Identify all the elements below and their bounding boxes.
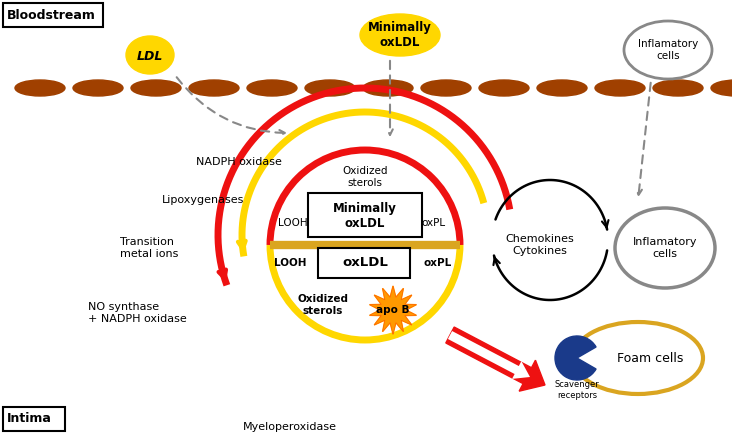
Ellipse shape bbox=[624, 21, 712, 79]
Text: Minimally
oxLDL: Minimally oxLDL bbox=[368, 21, 432, 49]
Text: Myeloperoxidase: Myeloperoxidase bbox=[243, 422, 337, 432]
FancyBboxPatch shape bbox=[318, 248, 410, 278]
FancyArrow shape bbox=[446, 327, 545, 391]
Text: Inflamatory
cells: Inflamatory cells bbox=[638, 39, 698, 61]
Text: NADPH oxidase: NADPH oxidase bbox=[196, 157, 282, 167]
Text: Foam cells: Foam cells bbox=[617, 352, 683, 364]
Text: Intima: Intima bbox=[7, 412, 52, 425]
FancyArrow shape bbox=[448, 331, 530, 379]
Ellipse shape bbox=[653, 80, 703, 96]
Ellipse shape bbox=[537, 80, 587, 96]
Ellipse shape bbox=[126, 36, 174, 74]
Text: oxPL: oxPL bbox=[424, 258, 452, 268]
Text: oxPL: oxPL bbox=[421, 218, 445, 228]
Ellipse shape bbox=[247, 80, 297, 96]
FancyBboxPatch shape bbox=[308, 193, 422, 237]
Text: oxLDL: oxLDL bbox=[342, 257, 388, 269]
Ellipse shape bbox=[189, 80, 239, 96]
Ellipse shape bbox=[131, 80, 181, 96]
Ellipse shape bbox=[573, 322, 703, 394]
Text: Inflamatory
cells: Inflamatory cells bbox=[632, 237, 698, 259]
Ellipse shape bbox=[479, 80, 529, 96]
Ellipse shape bbox=[595, 80, 645, 96]
Text: LOOH: LOOH bbox=[278, 218, 308, 228]
Text: LOOH: LOOH bbox=[274, 258, 306, 268]
Text: apo B: apo B bbox=[376, 305, 410, 315]
Text: Bloodstream: Bloodstream bbox=[7, 8, 96, 22]
Text: LDL: LDL bbox=[137, 50, 163, 62]
Polygon shape bbox=[370, 286, 417, 334]
Text: Chemokines
Cytokines: Chemokines Cytokines bbox=[506, 234, 575, 256]
Text: Minimally
oxLDL: Minimally oxLDL bbox=[333, 202, 397, 230]
Text: NO synthase
+ NADPH oxidase: NO synthase + NADPH oxidase bbox=[88, 302, 187, 324]
Text: Transition
metal ions: Transition metal ions bbox=[120, 237, 179, 259]
Ellipse shape bbox=[305, 80, 355, 96]
Ellipse shape bbox=[360, 14, 440, 56]
Text: Lipoxygenases: Lipoxygenases bbox=[162, 195, 244, 205]
Text: Scavenger
receptors: Scavenger receptors bbox=[555, 380, 600, 400]
Ellipse shape bbox=[421, 80, 471, 96]
Ellipse shape bbox=[615, 208, 715, 288]
Ellipse shape bbox=[363, 80, 413, 96]
Wedge shape bbox=[555, 336, 596, 380]
Ellipse shape bbox=[711, 80, 732, 96]
Text: Oxidized
sterols: Oxidized sterols bbox=[343, 166, 388, 188]
Ellipse shape bbox=[73, 80, 123, 96]
FancyBboxPatch shape bbox=[3, 407, 65, 431]
Ellipse shape bbox=[15, 80, 65, 96]
Ellipse shape bbox=[270, 150, 460, 340]
FancyBboxPatch shape bbox=[3, 3, 103, 27]
Text: Oxidized
sterols: Oxidized sterols bbox=[297, 294, 348, 316]
